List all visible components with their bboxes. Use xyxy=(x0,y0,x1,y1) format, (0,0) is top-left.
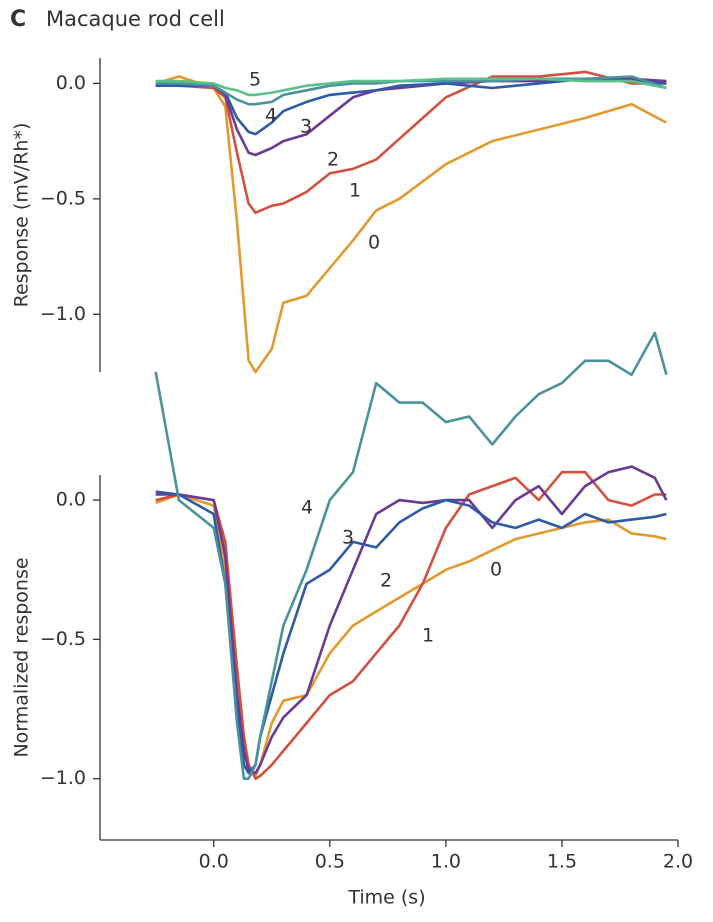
series-line xyxy=(155,70,667,214)
series-line xyxy=(155,77,667,157)
y-tick-label: −0.5 xyxy=(40,187,86,209)
series-label: 3 xyxy=(300,116,312,138)
series-label: 4 xyxy=(301,497,313,519)
y-axis-label: Response (mV/Rh*) xyxy=(11,123,33,308)
series-label: 1 xyxy=(422,625,434,647)
series-label: 4 xyxy=(265,105,277,127)
panel-label: C xyxy=(10,7,26,32)
x-tick-label: 0.0 xyxy=(199,851,229,873)
series-label: 3 xyxy=(342,527,354,549)
series-label: 0 xyxy=(490,559,502,581)
x-tick-label: 1.0 xyxy=(431,851,461,873)
series-line xyxy=(154,331,668,780)
y-tick-label: 0.0 xyxy=(56,489,86,511)
series-label: 0 xyxy=(368,232,380,254)
y-tick-label: 0.0 xyxy=(56,72,86,94)
series-label: 2 xyxy=(380,570,392,592)
y-tick-label: −1.0 xyxy=(40,767,86,789)
y-axis-label: Normalized response xyxy=(11,557,33,757)
series-label: 5 xyxy=(249,69,261,91)
series-line xyxy=(155,470,667,780)
series-line xyxy=(155,77,667,97)
series-line xyxy=(155,75,668,374)
series-label: 1 xyxy=(349,180,361,202)
y-tick-label: −1.0 xyxy=(40,303,86,325)
x-axis-label: Time (s) xyxy=(347,887,425,909)
chart-title: Macaque rod cell xyxy=(46,7,225,31)
x-tick-label: 0.5 xyxy=(315,851,345,873)
x-tick-label: 1.5 xyxy=(547,851,577,873)
x-tick-label: 2.0 xyxy=(663,851,693,873)
y-tick-label: −0.5 xyxy=(40,628,86,650)
series-label: 2 xyxy=(327,149,339,171)
series-line xyxy=(155,465,668,775)
series-line xyxy=(155,77,667,136)
series-line xyxy=(155,490,667,775)
